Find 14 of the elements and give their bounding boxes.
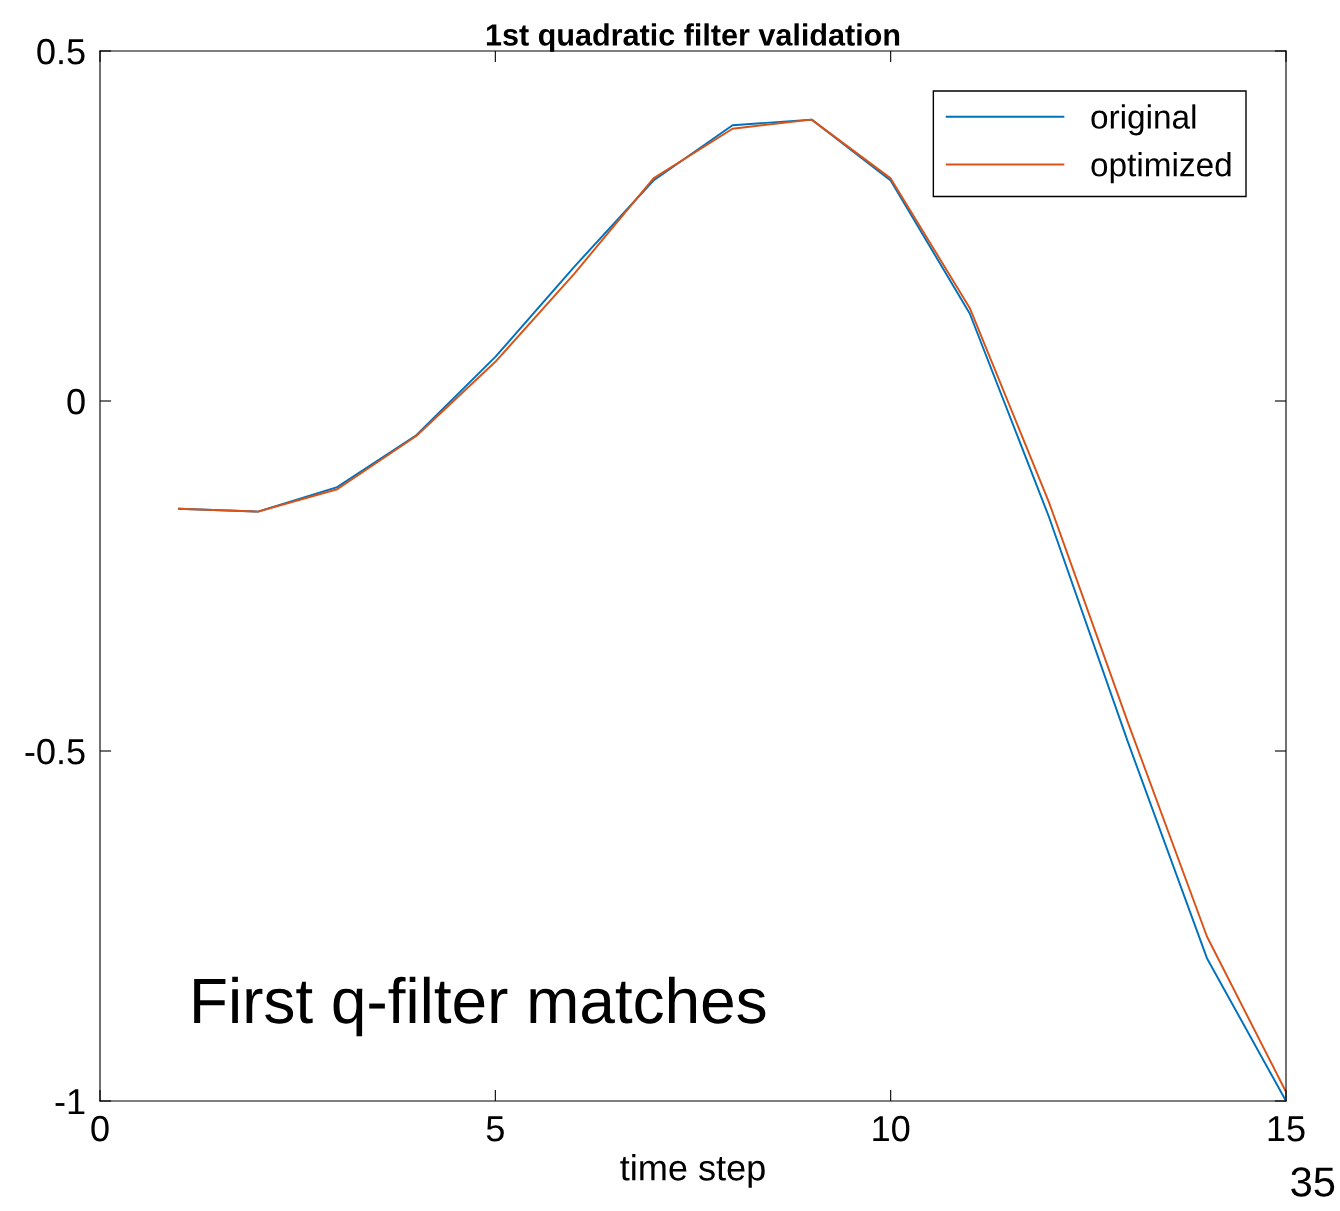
annotation: First q-filter matches bbox=[194, 976, 766, 1037]
x-tick-label: 15 bbox=[1268, 1116, 1305, 1142]
x-tick-label: 10 bbox=[873, 1115, 910, 1142]
x-axis-title: time step bbox=[620, 1154, 765, 1188]
legend-label: optimized bbox=[1091, 152, 1231, 184]
y-tick-label: 0.5 bbox=[37, 38, 85, 65]
x-tick-label: 5 bbox=[486, 1116, 504, 1142]
y-tick-label: -1 bbox=[55, 1089, 85, 1115]
chart-title: 1st quadratic filter validation bbox=[486, 23, 900, 52]
y-tick-label: 0 bbox=[67, 388, 85, 415]
legend-label: original bbox=[1091, 104, 1196, 136]
x-tick-label: 0 bbox=[91, 1115, 109, 1142]
text: 35 bbox=[1291, 1167, 1335, 1197]
y-tick-label: -0.5 bbox=[25, 738, 85, 765]
